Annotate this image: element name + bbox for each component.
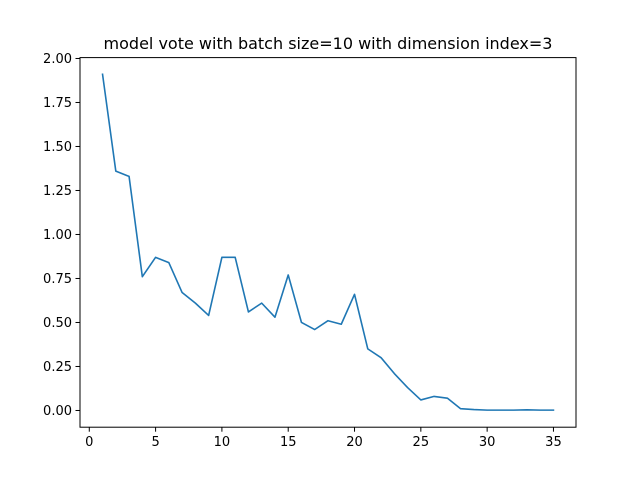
data-point <box>221 257 223 259</box>
y-tick-label: 0.50 <box>43 316 72 331</box>
y-tick-label: 1.50 <box>43 140 72 155</box>
x-axis: 0 5 10 15 20 25 30 35 <box>85 427 562 450</box>
x-tick-label: 0 <box>85 435 93 450</box>
data-point <box>380 357 382 359</box>
x-tick-label: 20 <box>346 435 363 450</box>
data-point <box>407 387 409 389</box>
y-tick-label: 1.75 <box>43 96 72 111</box>
y-tick-label: 0.75 <box>43 272 72 287</box>
data-point <box>287 274 289 276</box>
data-point <box>168 262 170 264</box>
data-point <box>354 294 356 296</box>
data-point <box>274 316 276 318</box>
plot-layer <box>101 73 555 411</box>
x-tick-label: 30 <box>479 435 496 450</box>
data-point <box>486 409 488 411</box>
data-point <box>394 373 396 375</box>
data-point <box>460 408 462 410</box>
x-tick-label: 35 <box>545 435 562 450</box>
plot-frame <box>79 57 577 428</box>
y-axis: 0.00 0.25 0.50 0.75 1.00 1.25 1.50 1.75 2.00 <box>43 52 80 419</box>
x-tick-label: 25 <box>413 435 430 450</box>
data-point <box>367 348 369 350</box>
data-point <box>261 302 263 304</box>
data-point <box>420 399 422 401</box>
data-point <box>181 292 183 294</box>
x-tick-label: 10 <box>214 435 231 450</box>
y-tick-label: 1.25 <box>43 184 72 199</box>
x-tick-label: 5 <box>151 435 159 450</box>
data-point <box>102 74 104 76</box>
data-point <box>473 409 475 411</box>
data-point <box>128 176 130 178</box>
data-point <box>513 409 515 411</box>
data-point <box>301 322 303 324</box>
series-line <box>101 73 555 411</box>
data-point <box>314 329 316 331</box>
data-point <box>340 323 342 325</box>
y-tick-label: 1.00 <box>43 228 72 243</box>
data-point <box>553 409 555 411</box>
data-point <box>447 397 449 399</box>
y-tick-label: 0.00 <box>43 404 72 419</box>
data-point <box>142 276 144 278</box>
y-tick-label: 2.00 <box>43 52 72 67</box>
data-point <box>500 409 502 411</box>
data-point <box>234 257 236 259</box>
data-point <box>327 320 329 322</box>
data-point <box>195 302 197 304</box>
data-point <box>539 409 541 411</box>
data-point <box>208 315 210 317</box>
data-point <box>155 257 157 259</box>
data-point <box>248 311 250 313</box>
x-tick-label: 15 <box>280 435 297 450</box>
data-point <box>526 409 528 411</box>
data-point <box>115 170 117 172</box>
y-tick-label: 0.25 <box>43 360 72 375</box>
chart-title: model vote with batch size=10 with dimen… <box>104 34 553 53</box>
data-point <box>433 396 435 398</box>
